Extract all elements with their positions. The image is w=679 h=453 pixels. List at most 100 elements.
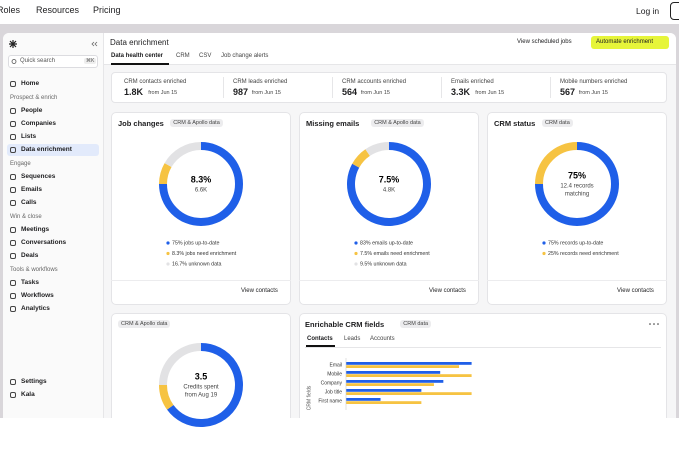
- view-link[interactable]: View contacts: [241, 288, 278, 294]
- chart-tab[interactable]: Leads: [344, 336, 361, 342]
- stats-divider: [332, 77, 333, 98]
- card-title: CRM status: [494, 119, 536, 128]
- nav-item[interactable]: Workflows: [21, 292, 54, 299]
- nav-item[interactable]: Kala: [21, 391, 35, 398]
- nav-icon: [10, 187, 16, 193]
- nav-item[interactable]: Home: [21, 80, 40, 87]
- nav-section: Prospect & enrich: [10, 95, 58, 101]
- tab[interactable]: Data health center: [111, 53, 164, 59]
- card: [111, 112, 291, 305]
- chart-tab[interactable]: Accounts: [370, 336, 395, 342]
- data-tag: CRM data: [542, 119, 573, 127]
- nav-section: Tools & workflows: [10, 267, 58, 273]
- tab-underline: [306, 345, 335, 347]
- nav-item[interactable]: Sequences: [21, 173, 56, 180]
- nav-link[interactable]: Pricing: [93, 5, 121, 15]
- nav-item[interactable]: Data enrichment: [21, 146, 72, 153]
- nav-icon: [10, 134, 16, 140]
- nav-section: Win & close: [10, 214, 42, 220]
- nav-item[interactable]: Tasks: [21, 279, 39, 286]
- nav-item[interactable]: Analytics: [21, 305, 50, 312]
- stats-divider: [223, 77, 224, 98]
- sidebar: [3, 33, 104, 418]
- nav-icon: [10, 121, 16, 127]
- nav-icon: [10, 147, 16, 153]
- card-divider: [299, 280, 479, 281]
- stat-since: from Jun 15: [475, 90, 505, 96]
- tab-line: [305, 346, 661, 348]
- nav-item[interactable]: Deals: [21, 252, 39, 259]
- stat-label: CRM leads enriched: [233, 79, 288, 85]
- data-tag: CRM & Apollo data: [118, 320, 171, 328]
- stat-label: Mobile numbers enriched: [560, 79, 628, 85]
- nav-icon: [10, 293, 16, 299]
- stats-divider: [441, 77, 442, 98]
- search-box[interactable]: [8, 55, 98, 68]
- card: [299, 313, 667, 423]
- nav-icon: [10, 392, 16, 398]
- stats-box: [111, 72, 667, 103]
- nav-item[interactable]: Emails: [21, 186, 42, 193]
- nav-icon: [10, 240, 16, 246]
- stat-value: 564: [342, 87, 358, 97]
- nav-item[interactable]: Lists: [21, 133, 37, 140]
- stat-since: from Jun 15: [251, 90, 281, 96]
- card-divider: [487, 280, 667, 281]
- chart-tab[interactable]: Contacts: [307, 336, 333, 342]
- nav-section: Engage: [10, 161, 31, 167]
- view-link[interactable]: View contacts: [429, 288, 466, 294]
- nav-active: [7, 144, 99, 156]
- nav-item[interactable]: Calls: [21, 199, 37, 206]
- shortcut: ⌘K: [84, 58, 97, 64]
- stat-since: from Jun 15: [360, 90, 390, 96]
- stat-value: 1.8K: [124, 87, 144, 97]
- stat-label: Emails enriched: [451, 79, 494, 85]
- view-link[interactable]: View contacts: [617, 288, 654, 294]
- stat-label: CRM accounts enriched: [342, 79, 407, 85]
- nav-icon: [10, 280, 16, 286]
- card-divider: [111, 280, 291, 281]
- page-header: [104, 33, 676, 65]
- card: [111, 313, 291, 423]
- tab[interactable]: CSV: [199, 53, 212, 59]
- nav-icon: [10, 81, 16, 87]
- nav-link[interactable]: Roles: [0, 5, 21, 15]
- stat-value: 567: [560, 87, 576, 97]
- card-title: Enrichable CRM fields: [305, 320, 385, 329]
- nav-link[interactable]: Resources: [36, 5, 80, 15]
- stat-since: from Jun 15: [578, 90, 608, 96]
- nav-item[interactable]: Settings: [21, 378, 47, 385]
- tab[interactable]: CRM: [176, 53, 190, 59]
- data-tag: CRM data: [400, 320, 432, 328]
- nav-icon: [10, 200, 16, 206]
- tab-underline: [111, 63, 169, 65]
- nav-item[interactable]: People: [21, 107, 43, 114]
- card-title: Missing emails: [306, 119, 360, 128]
- automate-button[interactable]: [591, 36, 669, 49]
- login-link[interactable]: Log in: [636, 6, 660, 16]
- card: [299, 112, 479, 305]
- nav-icon: [10, 306, 16, 312]
- nav-item[interactable]: Conversations: [21, 239, 67, 246]
- card: [487, 112, 667, 305]
- login-button-edge[interactable]: [670, 2, 679, 20]
- data-tag: CRM & Apollo data: [371, 119, 424, 127]
- nav-item[interactable]: Companies: [21, 120, 57, 127]
- scheduled-link[interactable]: View scheduled jobs: [517, 39, 572, 45]
- nav-icon: [10, 379, 16, 385]
- nav-icon: [10, 108, 16, 114]
- stat-label: CRM contacts enriched: [124, 79, 187, 85]
- tab[interactable]: Job change alerts: [221, 53, 269, 59]
- nav-icon: [10, 174, 16, 180]
- stats-divider: [550, 77, 551, 98]
- nav-item[interactable]: Meetings: [21, 226, 50, 233]
- search-label: Quick search: [20, 58, 56, 64]
- nav-icon: [10, 253, 16, 259]
- stat-since: from Jun 15: [148, 90, 178, 96]
- automate-label: Automate enrichment: [596, 39, 654, 45]
- card-title: Job changes: [118, 119, 164, 128]
- stat-value: 3.3K: [451, 87, 471, 97]
- data-tag: CRM & Apollo data: [170, 119, 223, 127]
- bottom-area: [0, 418, 679, 453]
